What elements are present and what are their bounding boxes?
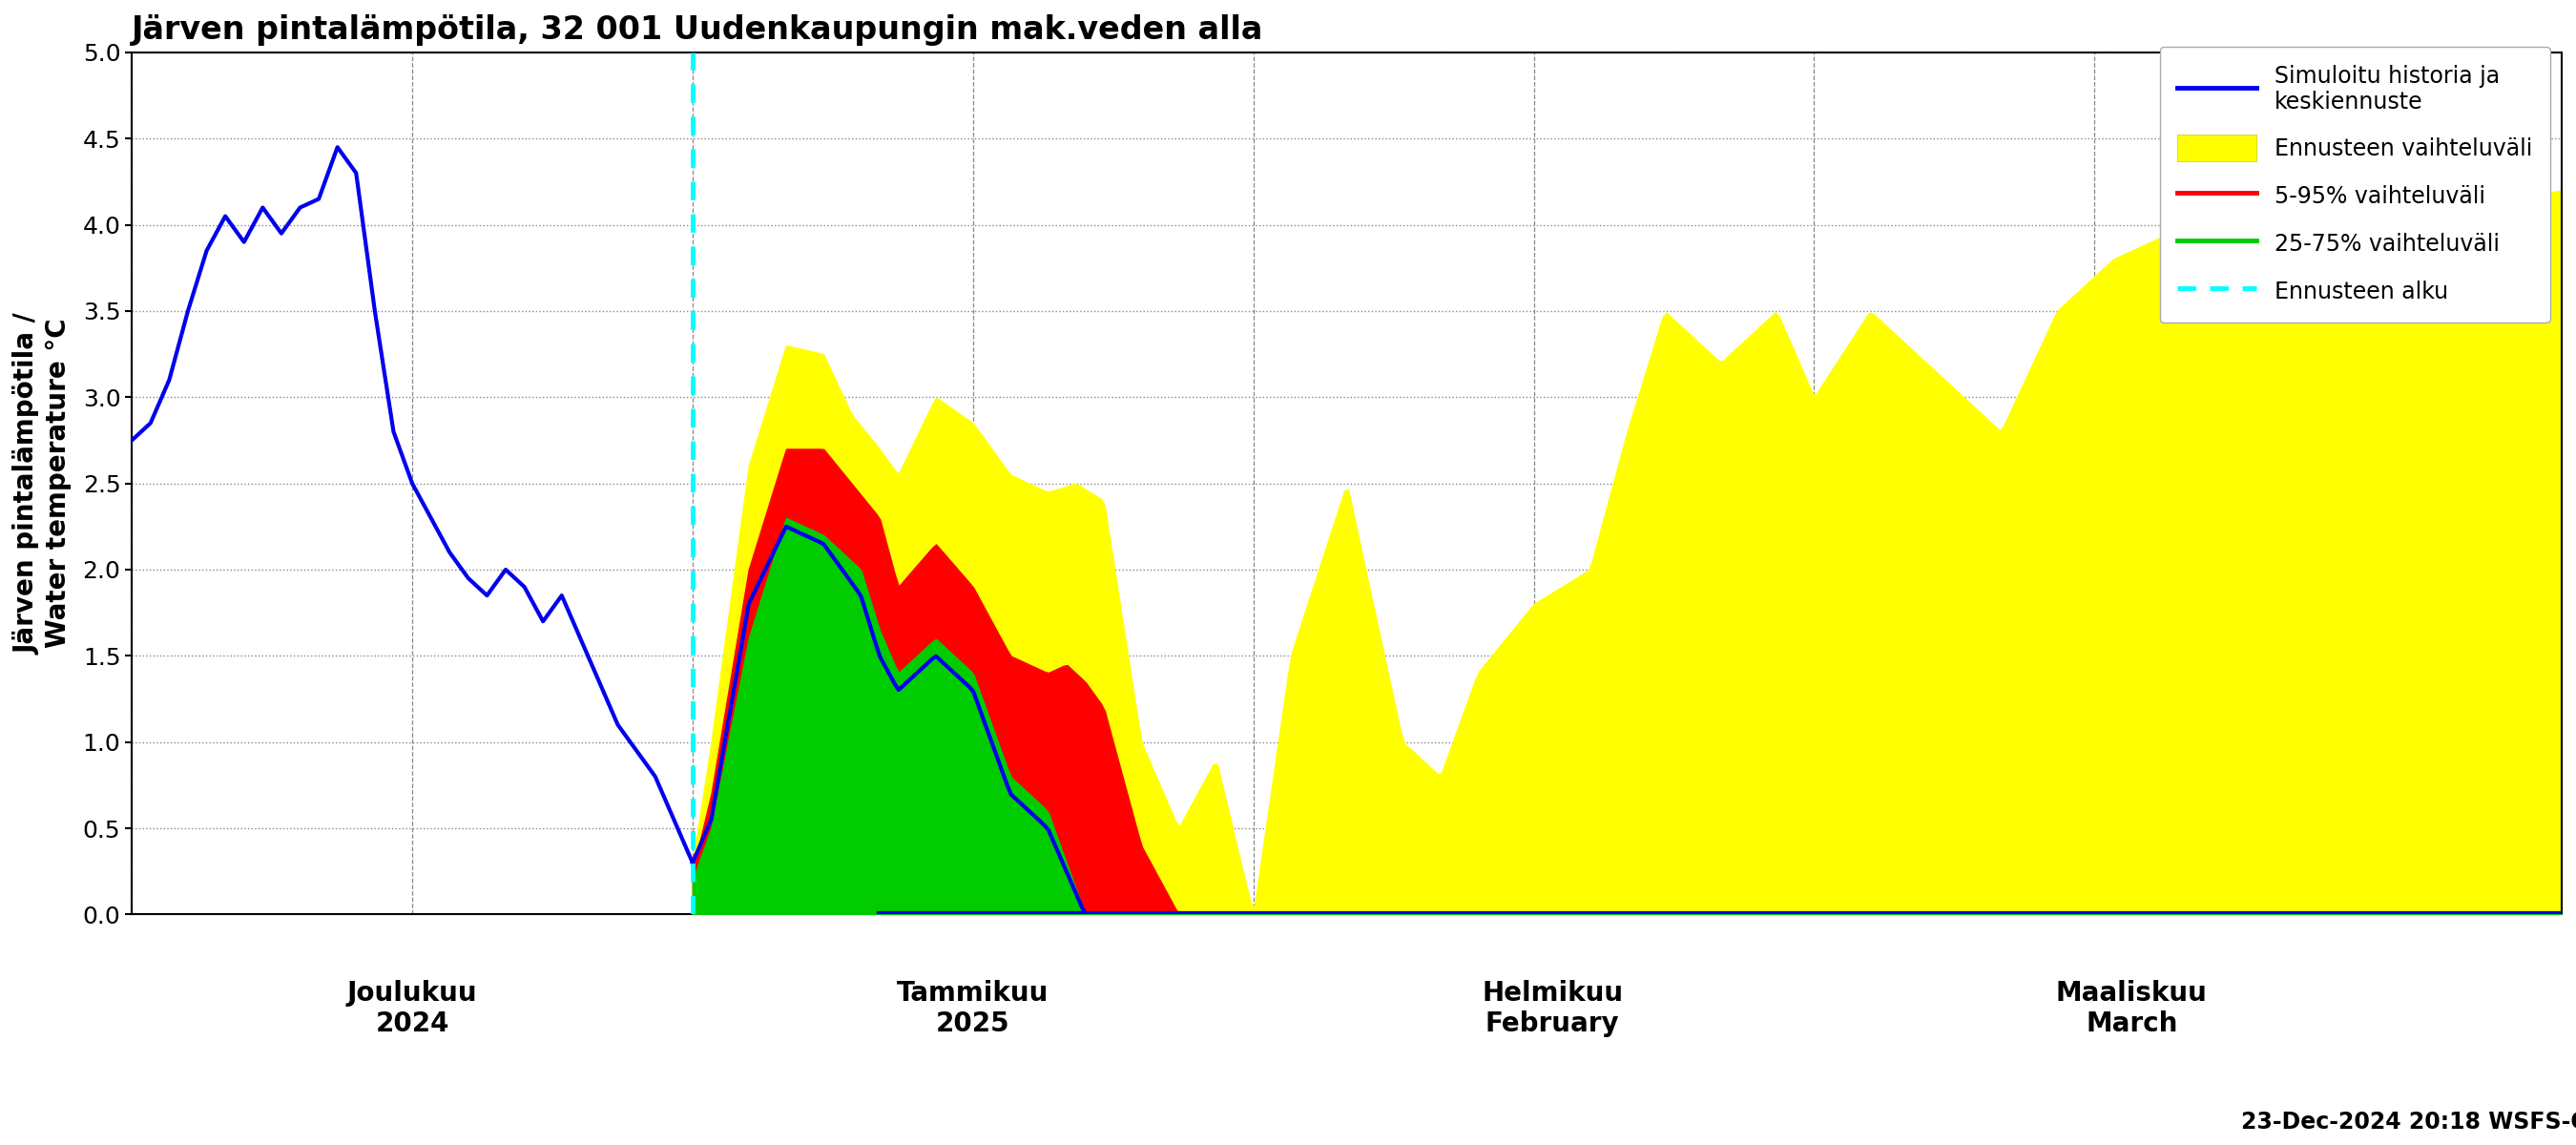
Text: Tammikuu
2025: Tammikuu 2025 <box>896 980 1048 1037</box>
Text: Joulukuu
2024: Joulukuu 2024 <box>348 980 477 1037</box>
Y-axis label: Järven pintalämpötila /
Water temperature °C: Järven pintalämpötila / Water temperatur… <box>15 313 72 654</box>
Text: 23-Dec-2024 20:18 WSFS-O: 23-Dec-2024 20:18 WSFS-O <box>2241 1111 2576 1134</box>
Text: Helmikuu
February: Helmikuu February <box>1481 980 1623 1037</box>
Text: Järven pintalämpötila, 32 001 Uudenkaupungin mak.veden alla: Järven pintalämpötila, 32 001 Uudenkaupu… <box>131 14 1265 46</box>
Legend: Simuloitu historia ja
keskiennuste, Ennusteen vaihteluväli, 5-95% vaihteluväli, : Simuloitu historia ja keskiennuste, Ennu… <box>2159 47 2550 323</box>
Text: Maaliskuu
March: Maaliskuu March <box>2056 980 2208 1037</box>
